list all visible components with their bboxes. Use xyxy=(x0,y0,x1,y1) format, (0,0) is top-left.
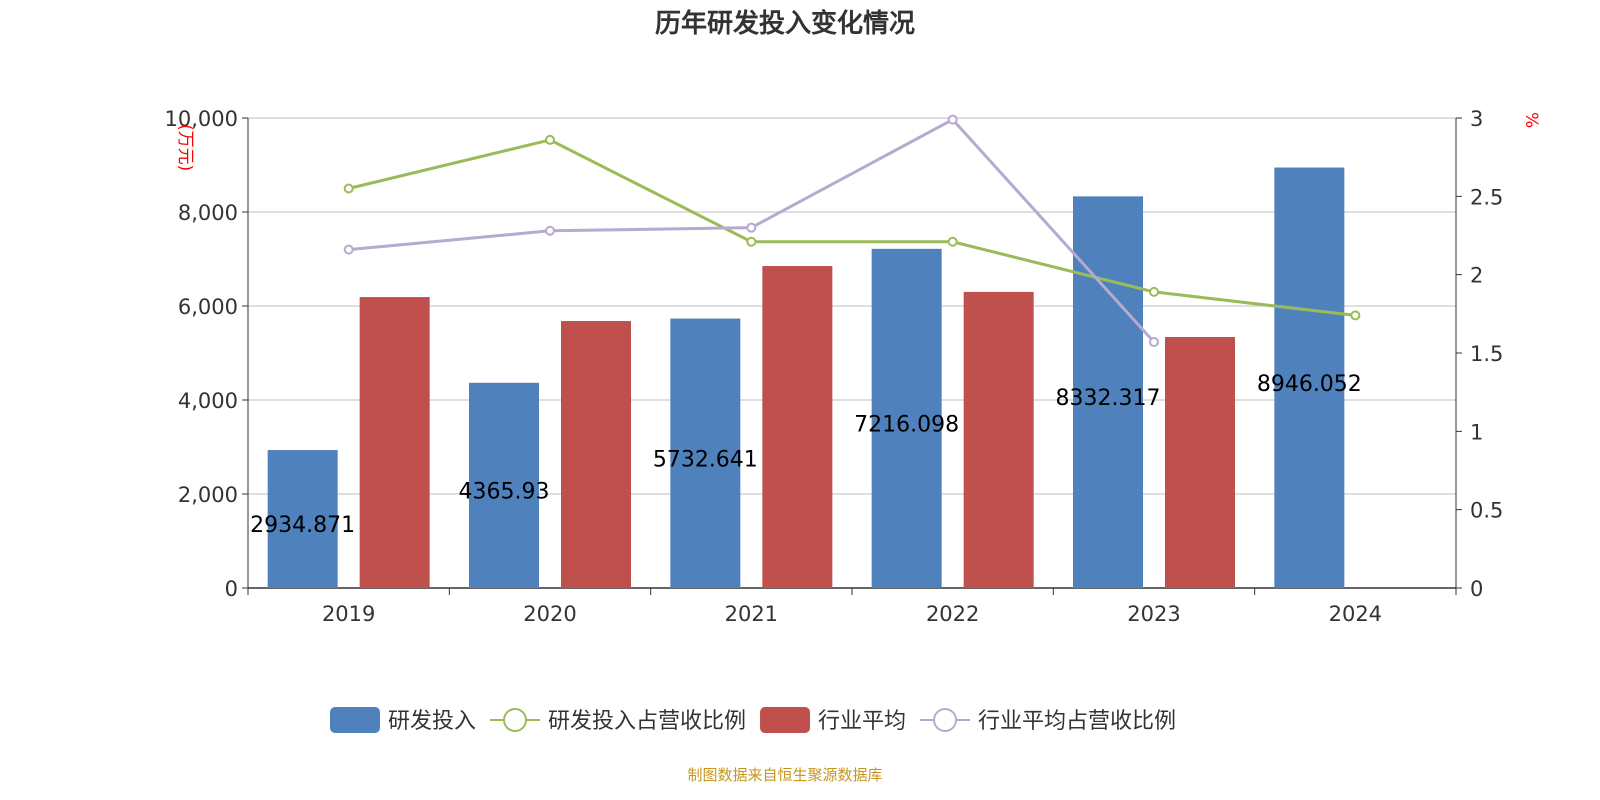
bar-industry xyxy=(762,266,833,588)
chart-title: 历年研发投入变化情况 xyxy=(655,8,915,39)
line-point xyxy=(947,236,958,247)
line-series xyxy=(348,138,1356,317)
line-point xyxy=(1149,286,1159,297)
y-left-tick-label: 8,000 xyxy=(178,201,238,225)
line-point xyxy=(343,244,354,255)
legend-swatch xyxy=(330,707,380,733)
x-tick-label: 2019 xyxy=(322,602,375,626)
y-left-tick-label: 0 xyxy=(225,577,238,601)
y-left-tick-label: 4,000 xyxy=(178,389,238,413)
bar-data-label: 8946.052 xyxy=(1257,372,1362,397)
y-left-tick-label: 6,000 xyxy=(178,295,238,319)
y-right-tick-label: 0.5 xyxy=(1470,499,1503,523)
y-right-tick-label: 1.5 xyxy=(1470,342,1503,366)
line-point xyxy=(545,225,555,236)
bar-industry xyxy=(963,291,1034,588)
line-point xyxy=(1350,310,1361,321)
y-left-tick-label: 2,000 xyxy=(178,483,238,507)
legend-label: 行业平均占营收比例 xyxy=(978,709,1176,734)
bar-rd xyxy=(871,248,942,589)
line-point xyxy=(545,134,555,145)
bar-data-label: 4365.93 xyxy=(459,479,550,504)
bar-industry xyxy=(1165,337,1235,588)
x-tick-label: 2024 xyxy=(1329,602,1382,626)
bar-rd xyxy=(469,382,539,588)
legend-marker xyxy=(503,708,528,732)
y-right-tick-label: 2 xyxy=(1470,264,1483,288)
line-point xyxy=(947,114,958,125)
line-point xyxy=(746,222,757,233)
bar-rd xyxy=(1073,196,1143,588)
bar-data-label: 5732.641 xyxy=(653,447,758,472)
bar-data-label: 8332.317 xyxy=(1056,386,1161,411)
legend-label: 研发投入 xyxy=(388,709,476,734)
x-tick-label: 2023 xyxy=(1127,602,1180,626)
bar-industry xyxy=(359,297,430,588)
source-note: 制图数据来自恒生聚源数据库 xyxy=(687,766,883,784)
legend-swatch xyxy=(760,707,811,733)
bar-industry xyxy=(561,321,631,588)
line-point xyxy=(1149,337,1159,348)
y-left-tick-label: 10,000 xyxy=(165,107,238,131)
y-right-tick-label: 2.5 xyxy=(1470,185,1503,209)
legend-label: 研发投入占营收比例 xyxy=(548,709,746,734)
y-right-label: % xyxy=(1521,112,1541,128)
bar-data-label: 7216.098 xyxy=(854,412,959,437)
y-right-tick-label: 3 xyxy=(1470,107,1483,131)
bar-rd xyxy=(267,450,338,588)
x-tick-label: 2022 xyxy=(926,602,979,626)
line-point xyxy=(343,183,354,194)
bar-rd xyxy=(1274,167,1345,588)
x-tick-label: 2020 xyxy=(523,602,576,626)
y-left-label: (万元) xyxy=(175,124,195,171)
legend-marker xyxy=(933,708,958,732)
legend-label: 行业平均 xyxy=(818,709,906,734)
x-tick-label: 2021 xyxy=(725,602,778,626)
y-right-tick-label: 1 xyxy=(1470,420,1483,444)
line-point xyxy=(746,236,757,247)
y-right-tick-label: 0 xyxy=(1470,577,1483,601)
bar-rd xyxy=(670,318,741,588)
bar-data-label: 2934.871 xyxy=(250,513,355,538)
